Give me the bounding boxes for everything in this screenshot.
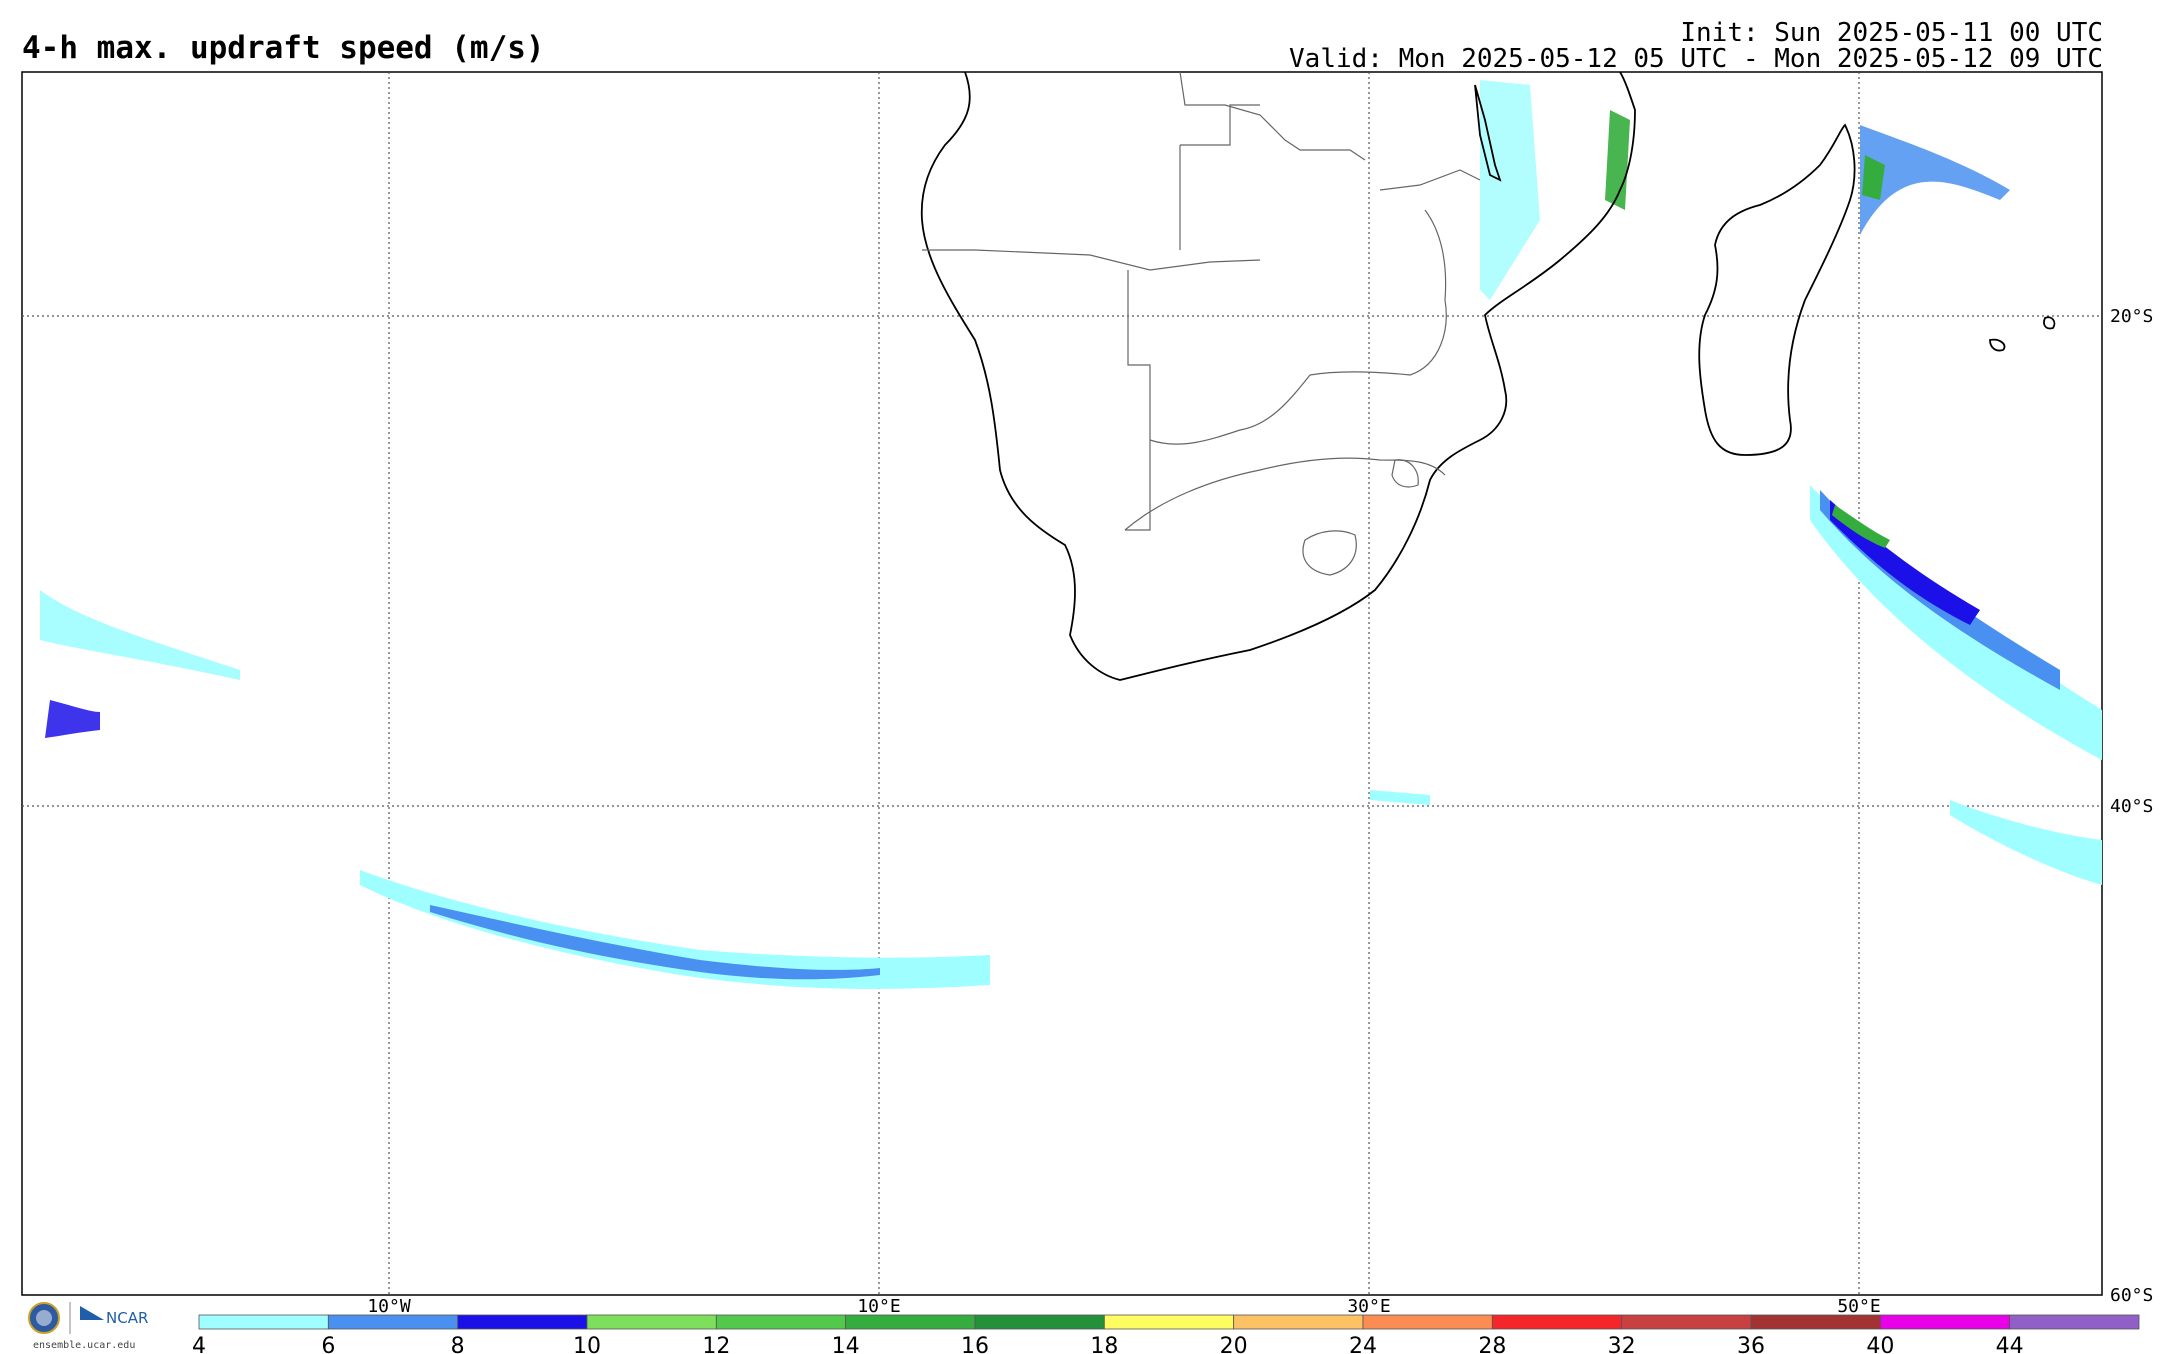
colorbar-swatch [2009, 1314, 2140, 1330]
colorbar-swatch [586, 1314, 717, 1330]
updraft-ne-madagascar [1860, 125, 2010, 235]
border-namibia-angola [922, 249, 1261, 271]
ncar-logo-icon [80, 1306, 104, 1320]
border-drc [1179, 71, 1366, 161]
colorbar-swatch [1103, 1314, 1235, 1330]
colorbar-swatch [845, 1314, 976, 1330]
colorbar-swatch [457, 1314, 588, 1330]
lat-label-60s: 60°S [2110, 1285, 2153, 1306]
reunion [2043, 316, 2056, 330]
mauritius [1989, 338, 2006, 352]
colorbar-tick-label: 6 [321, 1334, 335, 1354]
border-botswana-zimbabwe [1149, 374, 1311, 445]
colorbar-tick-label: 18 [1090, 1334, 1118, 1354]
colorbar-tick-label: 28 [1478, 1334, 1506, 1354]
updraft-core-south-atlantic [430, 905, 880, 980]
updraft-core2-southeast [1830, 500, 1980, 625]
colorbar-tick-label: 8 [451, 1334, 465, 1354]
coastlines [920, 71, 2056, 681]
country-borders [922, 71, 1481, 576]
colorbar-swatch [974, 1314, 1105, 1330]
updraft-core-west [45, 700, 100, 738]
colorbar-swatch [1233, 1314, 1364, 1330]
madagascar-coastline [1698, 123, 1856, 456]
colorbar-tick-label: 12 [702, 1334, 730, 1354]
border-zimbabwe-mozambique [1309, 209, 1447, 376]
colorbar-tick-label: 36 [1737, 1334, 1765, 1354]
map-frame [21, 71, 2103, 1296]
updraft-fields [40, 80, 2102, 989]
lake-malawi [1474, 84, 1502, 182]
lesotho-outline [1302, 530, 1357, 576]
lon-label-30e: 30°E [1347, 1296, 1390, 1317]
colorbar-tick-label: 4 [192, 1334, 206, 1354]
nsf-logo-icon [28, 1302, 60, 1334]
colorbar-tick-label: 24 [1349, 1334, 1377, 1354]
ensemble-url: ensemble.ucar.edu [33, 1340, 135, 1351]
lon-label-50e: 50°E [1837, 1296, 1880, 1317]
ncar-label: NCAR [106, 1309, 148, 1327]
updraft-ne-madagascar-green [1862, 155, 1885, 200]
border-south-africa-north [1124, 457, 1446, 531]
updraft-mozambique-core [1605, 110, 1630, 210]
africa-coastline [920, 71, 1636, 681]
colorbar: 4 6 8 10 12 14 16 18 20 24 28 32 36 40 44 [192, 1314, 2140, 1354]
colorbar-swatch [1750, 1314, 1881, 1330]
colorbar-swatch [1362, 1314, 1493, 1330]
graticule [22, 72, 2102, 1295]
colorbar-swatch [715, 1314, 847, 1330]
updraft-core-southeast [1820, 490, 2060, 690]
colorbar-tick-label: 44 [1996, 1334, 2024, 1354]
colorbar-swatch [1621, 1314, 1752, 1330]
colorbar-tick-label: 40 [1866, 1334, 1894, 1354]
updraft-mozambique [1480, 80, 1540, 300]
updraft-band-west [40, 590, 240, 680]
init-time: Init: Sun 2025-05-11 00 UTC [1680, 18, 2103, 48]
colorbar-tick-label: 32 [1608, 1334, 1636, 1354]
colorbar-swatch [1491, 1314, 1623, 1330]
colorbar-swatch [198, 1314, 329, 1330]
lat-label-40s: 40°S [2110, 796, 2153, 817]
map-title: 4-h max. updraft speed (m/s) [22, 30, 545, 66]
updraft-green-southeast [1832, 505, 1890, 548]
colorbar-tick-label: 14 [832, 1334, 860, 1354]
valid-time: Valid: Mon 2025-05-12 05 UTC - Mon 2025-… [1289, 44, 2103, 74]
colorbar-tick-label: 16 [961, 1334, 989, 1354]
border-tanzania [1379, 169, 1481, 191]
border-zambia [1179, 104, 1260, 250]
lat-label-20s: 20°S [2110, 306, 2153, 327]
updraft-band-south-atlantic [360, 870, 990, 989]
lon-label-10e: 10°E [857, 1296, 900, 1317]
eswatini-outline [1391, 459, 1419, 488]
updraft-band-far-southeast [1950, 800, 2102, 885]
border-namibia-botswana [1125, 270, 1151, 531]
lon-label-10w: 10°W [367, 1296, 411, 1317]
colorbar-tick-label: 20 [1220, 1334, 1248, 1354]
colorbar-swatch [1879, 1314, 2011, 1330]
colorbar-swatch [327, 1314, 459, 1330]
updraft-off-cape [1370, 790, 1430, 805]
colorbar-tick-label: 10 [573, 1334, 601, 1354]
